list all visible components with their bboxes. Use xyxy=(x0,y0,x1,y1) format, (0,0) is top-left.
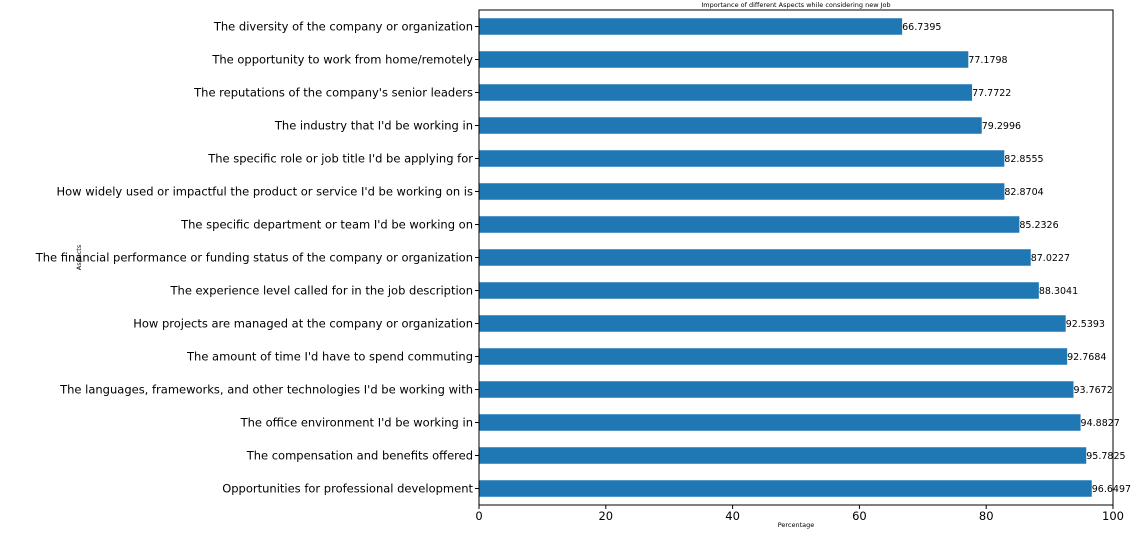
category-label: The office environment I'd be working in xyxy=(240,416,473,430)
value-label: 96.6497 xyxy=(1092,484,1131,495)
bar-12 xyxy=(479,414,1081,431)
category-label: The reputations of the company's senior … xyxy=(193,86,473,100)
category-label: The specific role or job title I'd be ap… xyxy=(207,152,473,166)
x-tick-label: 40 xyxy=(725,509,740,523)
bar-4 xyxy=(479,150,1005,167)
value-label: 85.2326 xyxy=(1019,220,1058,231)
bar-11 xyxy=(479,381,1074,398)
x-tick-label: 100 xyxy=(1102,509,1124,523)
category-label: How widely used or impactful the product… xyxy=(56,185,473,199)
x-tick-label: 60 xyxy=(852,509,867,523)
bar-10 xyxy=(479,348,1068,365)
y-axis-label: Aspects xyxy=(75,244,83,270)
bar-1 xyxy=(479,51,969,68)
value-label: 82.8704 xyxy=(1004,187,1043,198)
value-label: 93.7672 xyxy=(1073,385,1112,396)
value-label: 92.5393 xyxy=(1066,319,1105,330)
chart-title: Importance of different Aspects while co… xyxy=(701,1,890,9)
bar-7 xyxy=(479,249,1031,266)
bar-0 xyxy=(479,18,903,35)
category-label: How projects are managed at the company … xyxy=(133,317,473,331)
value-label: 79.2996 xyxy=(982,121,1021,132)
bars-layer xyxy=(479,18,1092,497)
category-label: Opportunities for professional developme… xyxy=(222,482,473,496)
bar-2 xyxy=(479,84,973,101)
value-label: 92.7684 xyxy=(1067,352,1106,363)
category-label: The diversity of the company or organiza… xyxy=(213,20,473,34)
x-tick-label: 0 xyxy=(475,509,482,523)
bar-3 xyxy=(479,117,982,134)
category-label: The experience level called for in the j… xyxy=(170,284,474,298)
value-label: 77.1798 xyxy=(968,55,1007,66)
category-labels: The diversity of the company or organiza… xyxy=(35,20,474,496)
category-label: The opportunity to work from home/remote… xyxy=(211,53,473,67)
category-label: The specific department or team I'd be w… xyxy=(180,218,473,232)
bar-13 xyxy=(479,447,1087,464)
category-label: The financial performance or funding sta… xyxy=(35,251,473,265)
plot-frame xyxy=(478,9,1114,506)
value-label: 87.0227 xyxy=(1031,253,1070,264)
category-label: The amount of time I'd have to spend com… xyxy=(186,350,473,364)
category-label: The languages, frameworks, and other tec… xyxy=(59,383,473,397)
bar-6 xyxy=(479,216,1020,233)
value-label: 66.7395 xyxy=(902,22,941,33)
value-label: 88.3041 xyxy=(1039,286,1078,297)
x-axis-ticks: 0 20 40 60 80 100 xyxy=(475,26,1124,523)
value-label: 82.8555 xyxy=(1004,154,1043,165)
category-label: The industry that I'd be working in xyxy=(274,119,473,133)
value-labels: 66.7395 77.1798 77.7722 79.2996 82.8555 82.87… xyxy=(902,22,1131,495)
category-label: The compensation and benefits offered xyxy=(246,449,473,463)
value-label: 94.8827 xyxy=(1081,418,1120,429)
bar-9 xyxy=(479,315,1066,332)
x-tick-label: 80 xyxy=(979,509,994,523)
bar-5 xyxy=(479,183,1005,200)
value-label: 77.7722 xyxy=(972,88,1011,99)
value-label: 95.7825 xyxy=(1086,451,1125,462)
x-axis-label: Percentage xyxy=(778,521,815,529)
x-tick-label: 20 xyxy=(598,509,613,523)
bar-14 xyxy=(479,480,1092,497)
bar-8 xyxy=(479,282,1039,299)
